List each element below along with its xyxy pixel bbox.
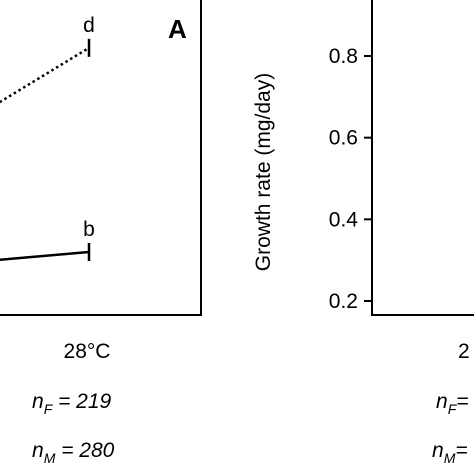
sample-size-male: nM = 280	[32, 439, 115, 466]
sample-size-n: n	[432, 439, 444, 462]
panel-b-x-tick-label-partial: 2	[458, 340, 470, 363]
group-letter-label: d	[83, 14, 95, 37]
sample-size-n: n	[436, 390, 448, 413]
panel-b-sample-size-female: nF=	[436, 390, 469, 417]
sample-size-sub: F	[44, 401, 54, 417]
sample-size-n: n	[32, 390, 44, 413]
sample-size-value: =	[455, 439, 467, 462]
panel-a-x-tick-label: 28°C	[64, 340, 111, 363]
panel-a-series: db	[0, 14, 95, 261]
panel-a-frame	[0, 0, 202, 316]
sample-size-sub: F	[448, 401, 458, 417]
y-tick-label: 0.8	[329, 45, 358, 68]
sample-size-female: nF = 219	[32, 390, 112, 417]
sample-size-value: = 219	[52, 390, 111, 413]
y-tick-label: 0.6	[329, 127, 358, 150]
panel-b-frame	[371, 0, 474, 316]
y-tick-label: 0.4	[329, 208, 359, 231]
panel-a-label: A	[168, 14, 187, 44]
series-line-solid	[0, 250, 90, 261]
sample-size-value: = 280	[55, 439, 114, 462]
sample-size-value: =	[456, 390, 468, 413]
panel-b-y-axis: 0.2 0.4 0.6 0.8	[329, 45, 372, 313]
panel-b-y-axis-title: Growth rate (mg/day)	[252, 73, 275, 271]
sample-size-sub: M	[444, 450, 456, 466]
panel-b-sample-size-male: nM=	[432, 439, 468, 466]
group-letter-label: b	[83, 218, 95, 241]
sample-size-n: n	[32, 439, 44, 462]
sample-size-sub: M	[44, 450, 56, 466]
series-line-dotted	[0, 46, 90, 104]
y-tick-label: 0.2	[329, 290, 358, 313]
